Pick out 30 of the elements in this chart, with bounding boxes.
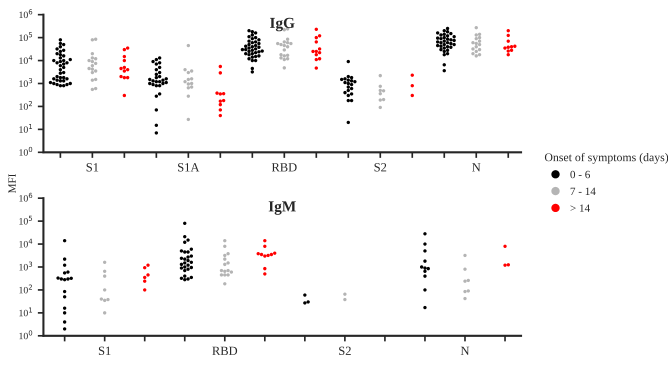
y-tick-label: 10$^{6}$ [19,192,32,202]
x-tick-label: S2 [339,346,351,356]
x-tick-label: N [460,346,470,355]
y-tick-label: 10$^{3}$ [19,262,32,270]
y-tick-label: 10$^{0}$ [19,146,32,156]
y-tick-label: 10$^{2}$ [19,101,32,110]
y-tick-label: 10$^{3}$ [19,78,32,87]
x-tick-label: S1A [178,163,200,172]
y-tick-label: 10$^{4}$ [19,55,32,64]
x-tick-label: N [472,163,480,172]
y-tick-label: 10$^{6}$ [19,9,32,18]
y-tick-label: 10$^{4}$ [19,238,32,248]
legend-label: 0 - 6 [570,170,590,178]
x-tick-label: RBD [212,346,238,355]
legend-title: Onset of symptoms (days) [544,152,668,164]
y-tick-label: 10$^{2}$ [19,284,32,294]
x-tick-label: S1 [98,346,111,356]
y-axis-title: MFI [8,174,16,194]
chart-title: IgM [268,201,296,215]
x-tick-label: S1 [86,163,98,172]
y-tick-label: 10$^{1}$ [19,124,32,133]
y-tick-label: 10$^{0}$ [19,330,32,340]
x-tick-label: S2 [374,163,386,172]
y-tick-label: 10$^{5}$ [19,216,32,225]
legend-label: 7 - 14 [570,188,596,195]
chart-title: IgG [270,18,295,32]
legend-label: > 14 [570,204,590,212]
y-tick-label: 10$^{5}$ [19,32,32,42]
x-tick-label: RBD [272,163,297,172]
y-tick-label: 10$^{1}$ [19,308,32,316]
